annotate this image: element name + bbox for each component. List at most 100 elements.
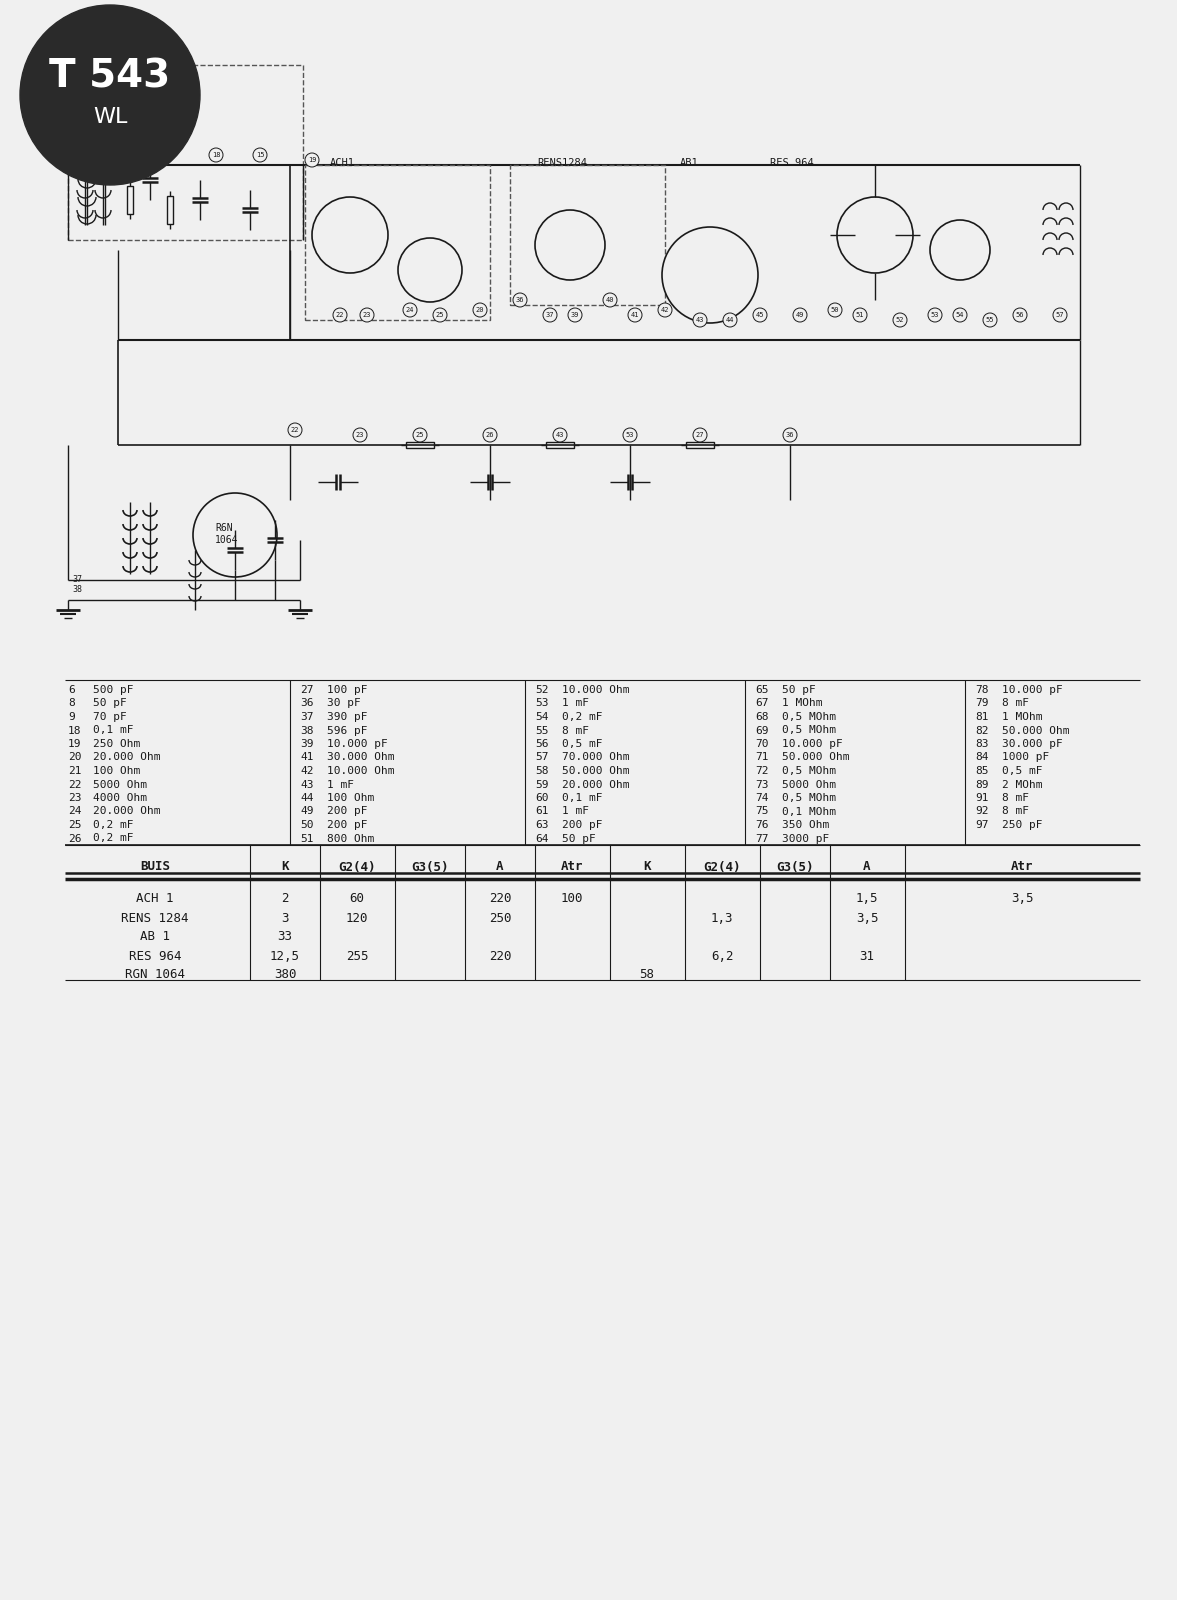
Text: 19: 19 [307, 157, 317, 163]
Text: 79: 79 [975, 699, 989, 709]
Text: 57: 57 [1056, 312, 1064, 318]
Text: 8 mF: 8 mF [561, 725, 588, 736]
Text: 89: 89 [975, 779, 989, 789]
Text: 83: 83 [975, 739, 989, 749]
Text: 38: 38 [72, 586, 82, 595]
Text: 81: 81 [975, 712, 989, 722]
Text: 800 Ohm: 800 Ohm [327, 834, 374, 843]
Text: 50.000 Ohm: 50.000 Ohm [782, 752, 850, 763]
Text: 60: 60 [350, 893, 365, 906]
Text: 57: 57 [536, 752, 548, 763]
Text: 23: 23 [68, 794, 81, 803]
Text: 60: 60 [536, 794, 548, 803]
Text: 63: 63 [536, 819, 548, 830]
Text: 9: 9 [68, 712, 75, 722]
Text: 59: 59 [536, 779, 548, 789]
Text: 23: 23 [355, 432, 364, 438]
Text: 50: 50 [831, 307, 839, 314]
Text: 24: 24 [68, 806, 81, 816]
Text: 5000 Ohm: 5000 Ohm [93, 779, 147, 789]
Text: 0,2 mF: 0,2 mF [561, 712, 603, 722]
Circle shape [111, 149, 125, 162]
Text: 39: 39 [571, 312, 579, 318]
Text: 0,2 mF: 0,2 mF [93, 819, 133, 830]
Text: 43: 43 [300, 779, 313, 789]
Text: 1 mF: 1 mF [561, 699, 588, 709]
Circle shape [927, 307, 942, 322]
Text: 0,2 mF: 0,2 mF [93, 834, 133, 843]
Text: 70.000 Ohm: 70.000 Ohm [561, 752, 630, 763]
Text: 56: 56 [1016, 312, 1024, 318]
Circle shape [837, 197, 913, 274]
Text: 3000 pF: 3000 pF [782, 834, 830, 843]
Text: 67: 67 [754, 699, 769, 709]
Text: 1 MOhm: 1 MOhm [782, 699, 823, 709]
Text: 52: 52 [536, 685, 548, 694]
Text: 25: 25 [68, 819, 81, 830]
Text: 15: 15 [255, 152, 265, 158]
Text: RES 964: RES 964 [128, 949, 181, 963]
Text: 23: 23 [363, 312, 371, 318]
Text: 25: 25 [435, 312, 444, 318]
Bar [546, 442, 574, 448]
Text: 45: 45 [756, 312, 764, 318]
Circle shape [398, 238, 463, 302]
Text: 3,5: 3,5 [856, 912, 878, 925]
Text: 51: 51 [300, 834, 313, 843]
Circle shape [253, 149, 267, 162]
Circle shape [1053, 307, 1068, 322]
Circle shape [629, 307, 641, 322]
Text: 1 mF: 1 mF [327, 779, 354, 789]
Text: 8: 8 [158, 141, 162, 149]
Text: 27: 27 [114, 152, 122, 158]
Text: 390 pF: 390 pF [327, 712, 367, 722]
Text: 250 Ohm: 250 Ohm [93, 739, 140, 749]
Text: 500 pF: 500 pF [93, 685, 133, 694]
Text: 41: 41 [631, 312, 639, 318]
Text: G2(4): G2(4) [338, 861, 375, 874]
Text: 37: 37 [546, 312, 554, 318]
Text: 100 Ohm: 100 Ohm [93, 766, 140, 776]
Text: 74: 74 [754, 794, 769, 803]
Text: 75: 75 [754, 806, 769, 816]
Text: 22: 22 [68, 779, 81, 789]
Circle shape [723, 314, 737, 326]
Text: 56: 56 [536, 739, 548, 749]
Text: 10.000 pF: 10.000 pF [782, 739, 843, 749]
Text: 100 pF: 100 pF [327, 685, 367, 694]
Text: 250 pF: 250 pF [1002, 819, 1043, 830]
Text: 0,5 MOhm: 0,5 MOhm [782, 766, 836, 776]
Circle shape [853, 307, 867, 322]
Text: 5000 Ohm: 5000 Ohm [782, 779, 836, 789]
Text: 84: 84 [975, 752, 989, 763]
Text: 44: 44 [726, 317, 734, 323]
Text: 50 pF: 50 pF [93, 699, 127, 709]
Text: 220: 220 [488, 893, 511, 906]
Circle shape [413, 427, 427, 442]
Bar [127, 186, 133, 214]
Text: 33: 33 [278, 931, 293, 944]
Text: K: K [644, 861, 651, 874]
Text: 20: 20 [68, 752, 81, 763]
Text: K: K [281, 861, 288, 874]
Text: A: A [863, 861, 871, 874]
Text: 61: 61 [536, 806, 548, 816]
Text: 6: 6 [158, 98, 162, 102]
Text: 8: 8 [68, 699, 75, 709]
Text: 20: 20 [476, 307, 484, 314]
Text: 50 pF: 50 pF [561, 834, 596, 843]
Text: 1000 pF: 1000 pF [1002, 752, 1049, 763]
Text: Atr: Atr [560, 861, 584, 874]
Text: BUIS: BUIS [140, 861, 169, 874]
Text: 350 Ohm: 350 Ohm [782, 819, 830, 830]
Text: 380: 380 [274, 968, 297, 981]
Bar [68, 66, 302, 240]
Text: 55: 55 [536, 725, 548, 736]
Text: 6: 6 [102, 141, 107, 149]
Text: 40: 40 [606, 298, 614, 302]
Text: 52: 52 [896, 317, 904, 323]
Text: 58: 58 [639, 968, 654, 981]
Text: 0,1 mF: 0,1 mF [93, 725, 133, 736]
Text: 1,5: 1,5 [856, 893, 878, 906]
Text: 85: 85 [975, 766, 989, 776]
